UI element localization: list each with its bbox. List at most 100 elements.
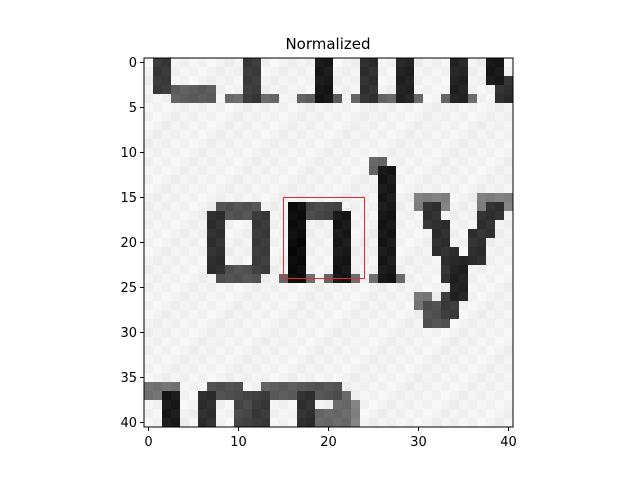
heatmap-cell bbox=[189, 355, 199, 365]
heatmap-cell bbox=[297, 418, 307, 427]
heatmap-cell bbox=[306, 355, 316, 365]
heatmap-cell bbox=[216, 103, 226, 113]
heatmap-cell bbox=[432, 94, 442, 104]
heatmap-cell bbox=[441, 265, 451, 275]
heatmap-cell bbox=[234, 175, 244, 185]
heatmap-cell bbox=[243, 265, 253, 275]
heatmap-cell bbox=[324, 238, 334, 248]
heatmap-cell bbox=[414, 148, 424, 158]
heatmap-cell bbox=[414, 409, 424, 419]
heatmap-cell bbox=[234, 355, 244, 365]
heatmap-cell bbox=[387, 184, 397, 194]
heatmap-cell bbox=[306, 58, 316, 68]
heatmap-cell bbox=[243, 382, 253, 392]
heatmap-cell bbox=[216, 265, 226, 275]
heatmap-cell bbox=[252, 346, 262, 356]
heatmap-cell bbox=[378, 112, 388, 122]
heatmap-cell bbox=[387, 418, 397, 427]
heatmap-cell bbox=[423, 157, 433, 167]
heatmap-cell bbox=[387, 220, 397, 230]
heatmap-cell bbox=[414, 211, 424, 221]
heatmap-cell bbox=[450, 220, 460, 230]
heatmap-cell bbox=[225, 400, 235, 410]
heatmap-cell bbox=[369, 76, 379, 86]
heatmap-cell bbox=[207, 193, 217, 203]
heatmap-cell bbox=[189, 247, 199, 257]
heatmap-cell bbox=[459, 184, 469, 194]
heatmap-cell bbox=[432, 175, 442, 185]
heatmap-cell bbox=[243, 391, 253, 401]
heatmap-cell bbox=[351, 229, 361, 239]
heatmap-cell bbox=[351, 292, 361, 302]
heatmap-cell bbox=[279, 319, 289, 329]
heatmap-cell bbox=[189, 400, 199, 410]
heatmap-cell bbox=[432, 148, 442, 158]
heatmap-cell bbox=[387, 409, 397, 419]
heatmap-cell bbox=[315, 184, 325, 194]
heatmap-cell bbox=[225, 265, 235, 275]
heatmap-cell bbox=[369, 58, 379, 68]
heatmap-cell bbox=[270, 130, 280, 140]
heatmap-cell bbox=[234, 103, 244, 113]
heatmap-cell bbox=[261, 409, 271, 419]
heatmap-cell bbox=[297, 130, 307, 140]
heatmap-cell bbox=[279, 166, 289, 176]
heatmap-cell bbox=[387, 337, 397, 347]
heatmap-cell bbox=[162, 310, 172, 320]
heatmap-cell bbox=[252, 364, 262, 374]
heatmap-cell bbox=[252, 175, 262, 185]
heatmap-cell bbox=[315, 238, 325, 248]
heatmap-cell bbox=[207, 175, 217, 185]
heatmap-cell bbox=[189, 292, 199, 302]
heatmap-cell bbox=[198, 121, 208, 131]
heatmap-cell bbox=[270, 391, 280, 401]
heatmap-cell bbox=[342, 184, 352, 194]
heatmap-cell bbox=[369, 328, 379, 338]
heatmap-cell bbox=[504, 274, 513, 284]
heatmap-cell bbox=[306, 184, 316, 194]
heatmap-cell bbox=[297, 301, 307, 311]
heatmap-cell bbox=[396, 130, 406, 140]
heatmap-cell bbox=[153, 310, 163, 320]
heatmap-cell bbox=[261, 355, 271, 365]
heatmap-cell bbox=[369, 166, 379, 176]
heatmap-cell bbox=[171, 256, 181, 266]
heatmap-cell bbox=[405, 229, 415, 239]
heatmap-cell bbox=[225, 418, 235, 427]
heatmap-cell bbox=[333, 85, 343, 95]
heatmap-cell bbox=[468, 310, 478, 320]
heatmap-cell bbox=[441, 418, 451, 427]
heatmap-cell bbox=[468, 346, 478, 356]
heatmap-cell bbox=[387, 121, 397, 131]
heatmap-cell bbox=[216, 310, 226, 320]
heatmap-cell bbox=[189, 373, 199, 383]
heatmap-cell bbox=[153, 382, 163, 392]
heatmap-cell bbox=[378, 148, 388, 158]
heatmap-cell bbox=[153, 193, 163, 203]
heatmap-cell bbox=[243, 220, 253, 230]
heatmap-cell bbox=[495, 409, 505, 419]
heatmap-cell bbox=[252, 382, 262, 392]
heatmap-cell bbox=[432, 283, 442, 293]
heatmap-cell bbox=[414, 121, 424, 131]
heatmap-cell bbox=[216, 328, 226, 338]
heatmap-cell bbox=[297, 346, 307, 356]
heatmap-cell bbox=[423, 76, 433, 86]
heatmap-cell bbox=[378, 310, 388, 320]
heatmap-cell bbox=[396, 373, 406, 383]
heatmap-cell bbox=[405, 292, 415, 302]
heatmap-cell bbox=[378, 211, 388, 221]
heatmap-cell bbox=[207, 409, 217, 419]
heatmap-cell bbox=[288, 229, 298, 239]
heatmap-cell bbox=[252, 355, 262, 365]
heatmap-cell bbox=[171, 112, 181, 122]
heatmap-cell bbox=[486, 400, 496, 410]
heatmap-cell bbox=[162, 85, 172, 95]
heatmap-cell bbox=[153, 121, 163, 131]
heatmap-cell bbox=[198, 409, 208, 419]
heatmap-cell bbox=[153, 103, 163, 113]
heatmap-cell bbox=[477, 103, 487, 113]
heatmap-cell bbox=[306, 211, 316, 221]
heatmap-cell bbox=[306, 346, 316, 356]
heatmap-cell bbox=[486, 67, 496, 77]
